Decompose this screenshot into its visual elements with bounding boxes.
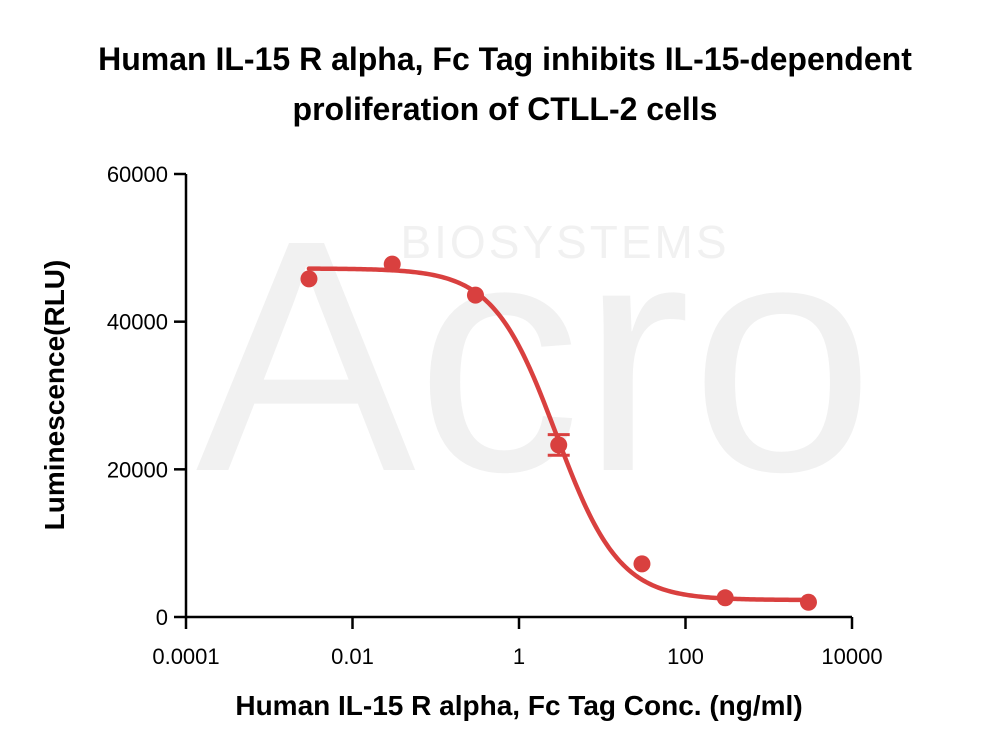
y-tick-label: 0 — [156, 605, 168, 630]
y-tick-label: 20000 — [107, 457, 168, 482]
x-tick-label: 1 — [513, 644, 525, 669]
x-tick-label: 0.0001 — [152, 644, 219, 669]
data-point — [716, 589, 734, 607]
watermark-logo: Acro — [196, 171, 875, 540]
y-tick-label: 60000 — [107, 162, 168, 187]
data-points — [300, 255, 817, 611]
x-tick-label: 10000 — [821, 644, 882, 669]
x-ticks: 0.0001 0.01 1 100 10000 — [152, 617, 883, 669]
data-point — [466, 286, 484, 304]
data-point — [550, 436, 568, 454]
chart-title-line-2: proliferation of CTLL-2 cells — [293, 91, 718, 127]
data-point — [300, 270, 318, 288]
y-ticks: 0 20000 40000 60000 — [107, 162, 186, 630]
x-axis-label: Human IL-15 R alpha, Fc Tag Conc. (ng/ml… — [235, 690, 802, 721]
chart-title-line-1: Human IL-15 R alpha, Fc Tag inhibits IL-… — [98, 41, 912, 77]
watermark-caption: BIOSYSTEMS — [400, 216, 729, 268]
y-tick-label: 40000 — [107, 310, 168, 335]
x-tick-label: 100 — [667, 644, 704, 669]
watermark: BIOSYSTEMS Acro — [196, 171, 875, 540]
x-tick-label: 0.01 — [331, 644, 374, 669]
data-point — [633, 555, 651, 573]
data-point — [383, 255, 401, 273]
y-axis-label: Luminescence(RLU) — [39, 260, 70, 531]
data-point — [799, 593, 817, 611]
